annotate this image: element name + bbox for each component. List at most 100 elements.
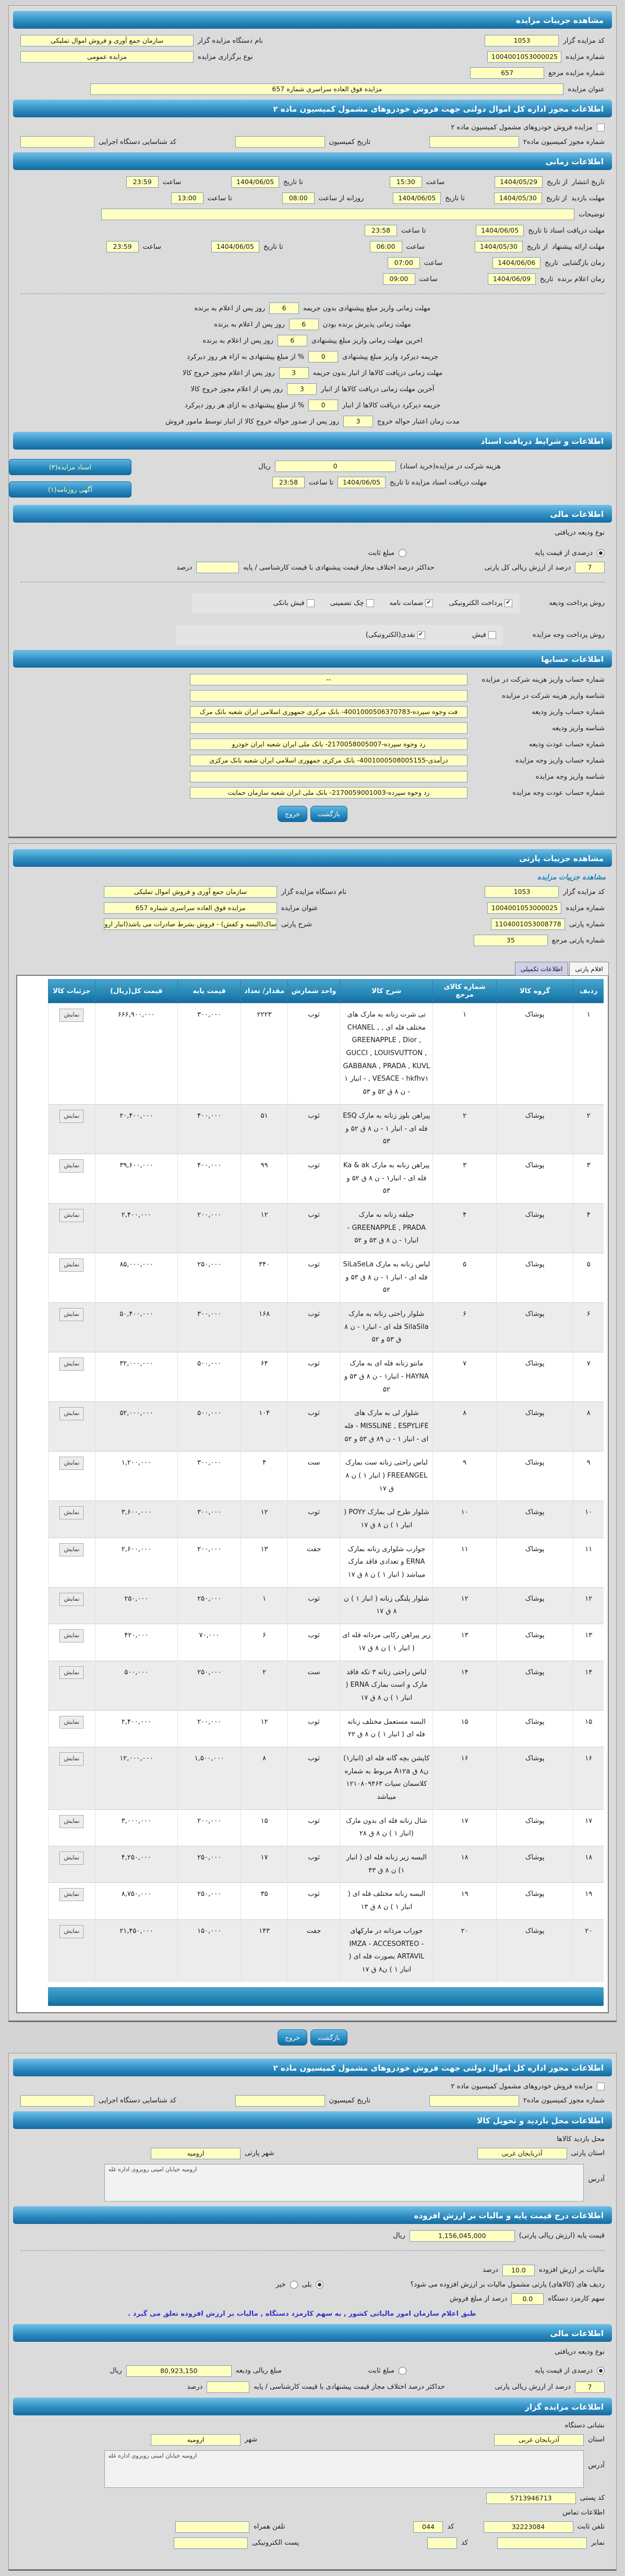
penalty-value-input[interactable]: 3 xyxy=(343,416,373,427)
show-details-button[interactable]: نمایش xyxy=(59,1888,84,1902)
offer-from-date-input[interactable]: 1404/05/30 xyxy=(474,241,523,252)
show-details-button[interactable]: نمایش xyxy=(59,1592,84,1606)
exec-id-input[interactable] xyxy=(20,2095,95,2107)
bank-fish-checkbox[interactable] xyxy=(306,599,315,607)
show-details-button[interactable]: نمایش xyxy=(59,1543,84,1556)
exit-button[interactable]: خروج xyxy=(278,2029,308,2046)
article2-checkbox[interactable] xyxy=(597,2082,605,2090)
doc-deadline-date-input[interactable]: 1404/06/05 xyxy=(338,477,386,488)
phone-input[interactable]: 32223084 xyxy=(483,2521,573,2533)
fixed-amount-radio[interactable] xyxy=(399,2367,407,2375)
show-details-button[interactable]: نمایش xyxy=(59,1666,84,1679)
state-input[interactable]: آذربایجان غربی xyxy=(494,2434,584,2446)
vat-no-radio[interactable] xyxy=(290,2280,298,2289)
auction-number-input[interactable]: 1004001053000025 xyxy=(487,51,562,63)
auction-title-input[interactable]: مزایده فوق العاده سراسری شماره 657 xyxy=(90,83,564,95)
docs-deadline-time-input[interactable]: 23:58 xyxy=(365,225,398,236)
phone-code-input[interactable]: 044 xyxy=(413,2521,443,2533)
ref-auction-number-input[interactable]: 657 xyxy=(470,67,545,79)
vat-yes-radio[interactable] xyxy=(316,2280,324,2289)
mobile-input[interactable] xyxy=(175,2521,249,2533)
visit-from-date-input[interactable]: 1404/05/30 xyxy=(494,192,542,204)
auctioneer-code-input[interactable]: 1053 xyxy=(485,886,559,898)
article2-checkbox[interactable] xyxy=(597,124,605,131)
penalty-value-input[interactable]: 6 xyxy=(277,335,307,346)
party-ref-number-input[interactable]: 35 xyxy=(473,935,548,946)
show-details-button[interactable]: نمایش xyxy=(59,1159,84,1172)
party-number-input[interactable]: 1104001053008778 xyxy=(491,918,566,930)
guarantee-checkbox[interactable] xyxy=(425,599,434,607)
back-button[interactable]: بازگشت xyxy=(310,2029,347,2046)
back-button[interactable]: بازگشت xyxy=(310,806,347,822)
show-details-button[interactable]: نمایش xyxy=(59,1109,84,1123)
account-input[interactable]: فت وجوه سپرده-4001000506370783- بانک مرک… xyxy=(190,706,467,718)
show-details-button[interactable]: نمایش xyxy=(59,1815,84,1828)
auction-type-input[interactable]: مزایده عمومی xyxy=(20,51,194,63)
publish-from-date-input[interactable]: 1404/05/29 xyxy=(495,176,543,188)
show-details-button[interactable]: نمایش xyxy=(59,1308,84,1321)
account-input[interactable] xyxy=(190,722,467,734)
description-input[interactable] xyxy=(101,209,575,220)
commission-date-input[interactable] xyxy=(235,136,325,148)
account-input[interactable] xyxy=(190,771,467,782)
vat-input[interactable]: 10.0 xyxy=(502,2264,535,2276)
show-details-button[interactable]: نمایش xyxy=(59,1259,84,1272)
publish-from-time-input[interactable]: 15:30 xyxy=(389,176,422,188)
org-address-input[interactable]: ارومیه خیابان امینی روبروی اداره غله xyxy=(104,2450,584,2488)
newspaper-ad-button[interactable]: آگهی روزنامه(۱) xyxy=(9,481,131,498)
org-name-input[interactable]: سازمان جمع آوری و فروش اموال تملیکی xyxy=(104,886,277,898)
doc-fee-input[interactable]: 0 xyxy=(274,461,396,472)
party-desc-input[interactable]: ساک(البسه و کفش) - فروش بشرط صادرات می ب… xyxy=(104,918,277,930)
max-diff-input[interactable] xyxy=(196,562,239,573)
auction-number-input[interactable]: 1004001053000025 xyxy=(487,902,562,914)
epay-checkbox[interactable] xyxy=(504,599,513,607)
winner-date-input[interactable]: 1404/06/09 xyxy=(487,273,536,285)
percent-of-base-radio[interactable] xyxy=(597,2367,605,2375)
visit-to-time-input[interactable]: 13:00 xyxy=(171,192,203,204)
winner-time-input[interactable]: 09:00 xyxy=(382,273,415,285)
fax-input[interactable] xyxy=(497,2537,587,2549)
exit-button[interactable]: خروج xyxy=(278,806,308,822)
fixed-amount-radio[interactable] xyxy=(399,549,407,557)
fax-code-input[interactable] xyxy=(427,2537,458,2549)
docs-deadline-date-input[interactable]: 1404/06/05 xyxy=(476,225,524,236)
commission-share-input[interactable]: 0.0 xyxy=(511,2293,544,2305)
account-input[interactable]: درآمدی-4001000508005155- بانک مرکزی جمهو… xyxy=(190,755,467,766)
opening-time-input[interactable]: 07:00 xyxy=(387,257,420,269)
deposit-amount-input[interactable]: 80,923,150 xyxy=(126,2365,232,2377)
show-details-button[interactable]: نمایش xyxy=(59,1629,84,1643)
show-details-button[interactable]: نمایش xyxy=(59,1752,84,1765)
exec-id-input[interactable] xyxy=(20,136,95,148)
show-details-button[interactable]: نمایش xyxy=(59,1506,84,1520)
party-city-input[interactable]: ارومیه xyxy=(151,2147,241,2159)
show-details-button[interactable]: نمایش xyxy=(59,1852,84,1865)
deposit-percent-input[interactable]: 7 xyxy=(575,2381,605,2393)
address-input[interactable]: ارومیه خیابان امینی روبروی اداره غله xyxy=(104,2163,584,2202)
secured-check-checkbox[interactable] xyxy=(366,599,374,607)
publish-to-date-input[interactable]: 1404/06/05 xyxy=(231,176,280,188)
auction-documents-button[interactable]: اسناد مزایده(۳) xyxy=(9,459,131,475)
max-diff-input[interactable] xyxy=(207,2381,250,2393)
account-input[interactable]: رد وجوه سپرده-2170059001003- بانک ملی ای… xyxy=(190,787,467,799)
fish-checkbox[interactable] xyxy=(488,631,496,639)
penalty-value-input[interactable]: 0 xyxy=(308,400,339,411)
auctioneer-code-input[interactable]: 1053 xyxy=(485,35,559,46)
visit-to-date-input[interactable]: 1404/06/05 xyxy=(393,192,441,204)
visit-from-time-input[interactable]: 08:00 xyxy=(282,192,315,204)
show-details-button[interactable]: نمایش xyxy=(59,1009,84,1022)
doc-deadline-time-input[interactable]: 23:58 xyxy=(272,477,305,488)
publish-to-time-input[interactable]: 23:59 xyxy=(126,176,159,188)
party-state-input[interactable]: آذربایجان غربی xyxy=(477,2147,567,2159)
email-input[interactable] xyxy=(174,2537,248,2549)
postal-code-input[interactable]: 5713946713 xyxy=(486,2492,576,2504)
show-details-button[interactable]: نمایش xyxy=(59,1358,84,1371)
penalty-value-input[interactable]: 6 xyxy=(269,303,299,314)
permit-number-input[interactable] xyxy=(429,2095,519,2107)
show-details-button[interactable]: نمایش xyxy=(59,1407,84,1421)
penalty-value-input[interactable]: 3 xyxy=(279,367,309,379)
opening-date-input[interactable]: 1404/06/06 xyxy=(492,257,541,269)
base-price-input[interactable]: 1,156,045,000 xyxy=(409,2230,515,2242)
auction-title-input[interactable]: مزایده فوق العاده سراسری شماره 657 xyxy=(104,902,277,914)
tab-extra-info[interactable]: اطلاعات تکمیلی xyxy=(514,962,569,975)
percent-of-base-radio[interactable] xyxy=(597,549,605,557)
